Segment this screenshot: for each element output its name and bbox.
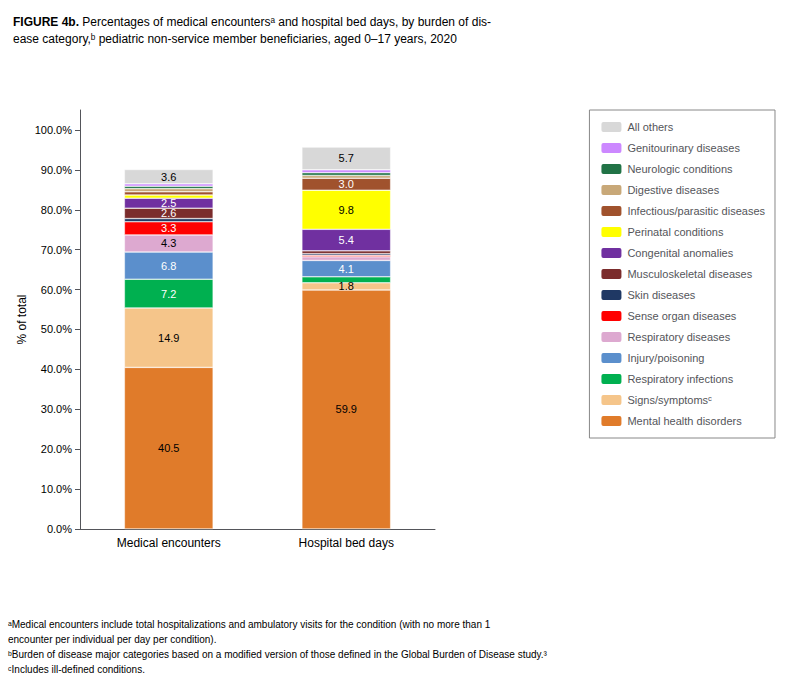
svg-text:Sense organ diseases: Sense organ diseases [627,310,736,322]
svg-text:4.1: 4.1 [339,263,354,275]
svg-text:59.9: 59.9 [336,403,357,415]
svg-text:ease category,ᵇ pediatric non-: ease category,ᵇ pediatric non-service me… [13,32,457,46]
svg-text:3.3: 3.3 [161,222,176,234]
svg-text:50.0%: 50.0% [41,323,72,335]
svg-text:100.0%: 100.0% [35,124,73,136]
svg-text:Percentages of medical encount: Percentages of medical encountersᵃ and h… [79,15,491,29]
svg-text:Injury/poisoning: Injury/poisoning [627,352,704,364]
svg-text:Musculoskeletal diseases: Musculoskeletal diseases [627,268,752,280]
svg-text:40.5: 40.5 [158,442,179,454]
svg-text:10.0%: 10.0% [41,483,72,495]
svg-text:20.0%: 20.0% [41,443,72,455]
svg-text:3.6: 3.6 [161,171,176,183]
svg-text:Hospital bed days: Hospital bed days [299,536,394,550]
svg-text:4.3: 4.3 [161,237,176,249]
svg-text:30.0%: 30.0% [41,403,72,415]
svg-text:Congenital anomalies: Congenital anomalies [627,247,733,259]
svg-text:encounter per individual per d: encounter per individual per day per con… [8,634,216,645]
svg-text:Neurologic conditions: Neurologic conditions [627,163,733,175]
svg-text:Skin diseases: Skin diseases [627,289,695,301]
svg-text:5.4: 5.4 [339,234,354,246]
svg-text:3.0: 3.0 [339,178,354,190]
svg-text:1.8: 1.8 [339,280,354,292]
svg-text:Infectious/parasitic diseases: Infectious/parasitic diseases [627,205,765,217]
svg-text:FIGURE 4b.: FIGURE 4b. [13,15,79,29]
svg-text:ᵃMedical encounters include to: ᵃMedical encounters include total hospit… [8,619,491,630]
svg-text:90.0%: 90.0% [41,164,72,176]
svg-text:2.5: 2.5 [161,197,176,209]
svg-text:Mental health disorders: Mental health disorders [627,415,742,427]
svg-text:Medical encounters: Medical encounters [117,536,221,550]
svg-text:Respiratory infections: Respiratory infections [627,373,733,385]
svg-text:All others: All others [627,121,673,133]
svg-text:Signs/symptomsᶜ: Signs/symptomsᶜ [627,394,712,406]
svg-text:Respiratory diseases: Respiratory diseases [627,331,730,343]
svg-text:6.8: 6.8 [161,260,176,272]
svg-text:ᶜIncludes ill-defined conditio: ᶜIncludes ill-defined conditions. [8,664,145,675]
svg-text:Genitourinary diseases: Genitourinary diseases [627,142,740,154]
svg-text:14.9: 14.9 [158,332,179,344]
svg-text:Perinatal conditions: Perinatal conditions [627,226,724,238]
svg-text:0.0%: 0.0% [47,523,72,535]
svg-text:Digestive diseases: Digestive diseases [627,184,719,196]
svg-text:2.6: 2.6 [161,207,177,220]
svg-text:7.2: 7.2 [161,288,176,300]
svg-text:40.0%: 40.0% [41,363,72,375]
svg-text:80.0%: 80.0% [41,204,72,216]
svg-text:70.0%: 70.0% [41,244,72,256]
svg-text:9.8: 9.8 [339,204,354,216]
svg-text:5.7: 5.7 [339,152,354,164]
svg-text:% of total: % of total [15,294,29,344]
svg-text:60.0%: 60.0% [41,284,72,296]
svg-text:ᵇBurden of disease major categ: ᵇBurden of disease major categories base… [8,649,548,660]
